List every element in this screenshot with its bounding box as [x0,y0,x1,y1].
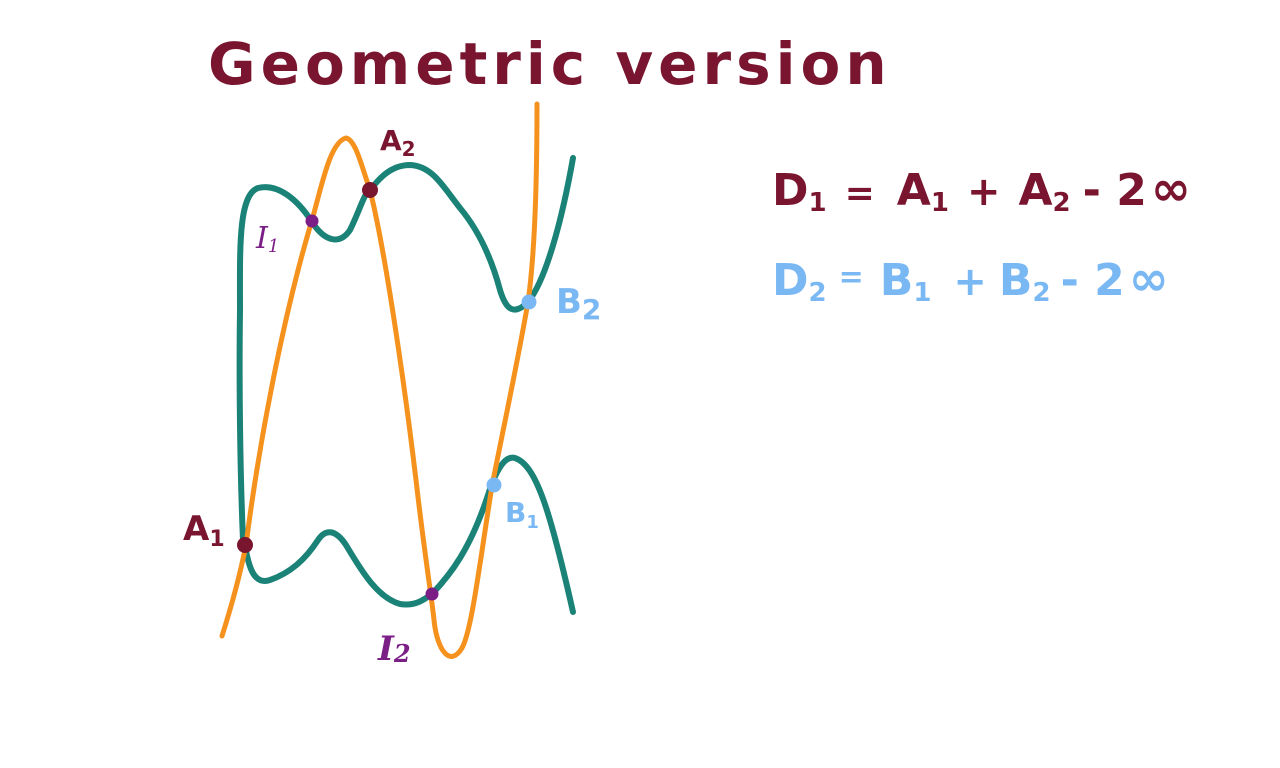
point-i1-marker [305,214,319,228]
eq2-equals: = [839,260,864,295]
diagram-title: Geometric version [208,30,892,98]
orange-curve [219,101,540,659]
eq2-term2: B [999,255,1033,306]
eq2-minus-two: - 2 [1061,255,1125,306]
teal-upper-curve [236,155,576,543]
label-i2: I2 [377,629,411,669]
label-b1: B1 [505,496,539,533]
point-a2-marker [362,182,378,198]
label-i1: I1 [255,221,279,257]
label-a2-sub: 2 [402,137,416,161]
eq1-lhs: D [772,165,809,216]
eq1-term2-sub: 2 [1053,188,1071,218]
label-i2-sub: 2 [393,639,411,668]
point-i2-marker [425,587,439,601]
label-a1-letter: A [183,509,210,549]
label-i2-letter: I [377,629,395,669]
equation-d1: D1 = A1 + A2- 2∞ [772,161,1191,218]
label-b2-sub: 2 [582,293,601,326]
eq2-term1: B [880,255,914,306]
label-a2: A2 [380,124,416,161]
eq1-term1-sub: 1 [931,188,949,218]
label-i1-sub: 1 [268,236,279,257]
eq2-term2-sub: 2 [1032,278,1050,308]
teal-lower-curve [242,454,576,615]
eq2-infinity: ∞ [1129,251,1169,307]
eq1-term2: A [1018,165,1052,216]
label-b2-letter: B [556,282,582,322]
label-i1-letter: I [255,221,269,256]
label-b2: B2 [556,282,601,326]
point-b1-marker [486,477,502,493]
label-a1-sub: 1 [209,527,224,552]
eq1-lhs-sub: 1 [809,188,827,218]
eq2-plus: + [953,259,987,305]
eq1-infinity: ∞ [1151,161,1191,217]
label-a1: A1 [183,509,225,552]
eq1-plus: + [967,169,1001,215]
eq1-equals: = [845,173,875,214]
eq2-term1-sub: 1 [913,278,931,308]
point-a1-marker [237,537,253,553]
equation-d2: D2 = B1 + B2- 2∞ [772,251,1169,308]
eq2-lhs-sub: 2 [809,278,827,308]
label-b1-sub: 1 [526,512,539,533]
eq2-lhs: D [772,255,809,306]
eq1-minus-two: - 2 [1083,165,1147,216]
point-b2-marker [521,294,537,310]
eq1-term1: A [897,165,931,216]
label-a2-letter: A [380,124,402,157]
label-b1-letter: B [505,496,526,529]
